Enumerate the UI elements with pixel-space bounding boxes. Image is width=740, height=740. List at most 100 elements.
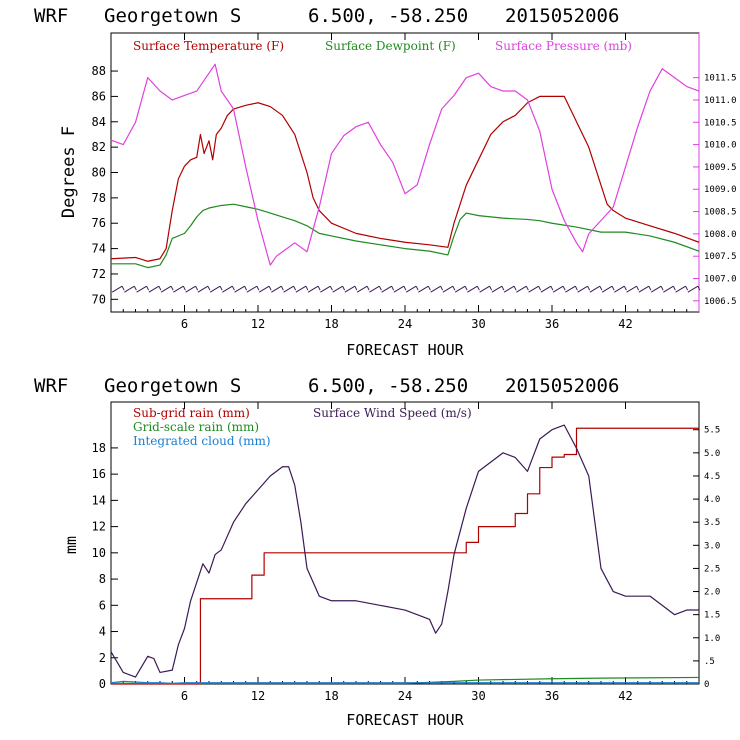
chart1-x-tick-label: 18 [324, 317, 338, 331]
chart1-wind-barb [369, 285, 380, 293]
chart2-series-grid-scale-rain-mm [111, 676, 700, 684]
chart1-wind-barb [467, 285, 478, 293]
chart1-y2-tick-label: 1010.0 [704, 141, 737, 151]
chart1-wind-barb [124, 285, 135, 293]
chart1-wind-barb [589, 285, 601, 293]
chart2-x-tick-label: 6 [181, 689, 188, 703]
chart2-y2-tick-label: .5 [704, 657, 715, 667]
chart1-wind-barb [565, 285, 576, 293]
chart1-wind-barb [173, 285, 184, 293]
chart2-title-station: Georgetown S [104, 375, 241, 397]
chart1-wind-barb [344, 285, 356, 293]
chart2-y2-tick-label: 1.0 [704, 634, 720, 644]
chart1-wind-barb-flag [587, 285, 591, 291]
chart1-series-surface-pressure-mb [110, 63, 700, 266]
chart1-wind-barb-flag [574, 285, 578, 291]
chart1-wind-barb-flag [256, 285, 260, 291]
chart1-wind-barb-flag [427, 285, 431, 291]
chart1-wind-barb [601, 285, 613, 293]
chart2-x-tick-label: 24 [398, 689, 412, 703]
chart2-y2-tick-label: 3.0 [704, 541, 720, 551]
chart1-wind-barb-flag [697, 285, 701, 291]
chart1-wind-barb [332, 285, 343, 293]
chart2-y-tick-label: 8 [99, 572, 106, 586]
chart1-wind-barb-flag [378, 285, 382, 291]
chart1-wind-barb-flag [293, 285, 297, 291]
chart2-legend-cloud: Integrated cloud (mm) [133, 434, 271, 448]
chart1-wind-barb [479, 285, 490, 293]
chart1-wind-barb [454, 285, 466, 293]
chart2-y2-tick-label: 4.5 [704, 472, 720, 482]
chart1-wind-barb [552, 285, 564, 293]
chart2-y2-tick-label: 2.0 [704, 588, 720, 598]
chart1-wind-barb-flag [562, 285, 566, 291]
chart1-legend-dewpoint: Surface Dewpoint (F) [325, 39, 456, 53]
chart1-y2-tick-label: 1011.0 [704, 96, 737, 106]
chart2-y-tick-label: 18 [92, 441, 106, 455]
chart2-y-tick-label: 16 [92, 467, 106, 481]
chart1-wind-barb-flag [391, 285, 395, 291]
chart1-x-tick-label: 6 [181, 317, 188, 331]
chart1-wind-barb [307, 285, 319, 293]
chart2-y-tick-label: 6 [99, 598, 106, 612]
chart1-y-tick-label: 74 [92, 242, 106, 256]
chart1-wind-barb [356, 285, 368, 293]
chart1-wind-barb [283, 285, 294, 293]
chart1-x-axis-label: FORECAST HOUR [346, 341, 464, 359]
chart1-x-tick-label: 36 [545, 317, 559, 331]
chart1-wind-barb-flag [403, 285, 407, 291]
chart2-title-coords: 6.500, -58.250 [308, 375, 468, 397]
chart1-wind-barb-flag [672, 285, 676, 291]
chart1-y2-tick-label: 1007.5 [704, 252, 737, 262]
chart1-y2-tick-label: 1008.0 [704, 230, 737, 240]
chart1-wind-barb-flag [476, 285, 480, 291]
chart1-wind-barb-flag [525, 285, 529, 291]
chart1-wind-barb [246, 285, 258, 293]
chart1-wind-barb [393, 285, 405, 293]
chart1-wind-barb-flag [599, 285, 603, 291]
chart2-x-tick-label: 12 [251, 689, 265, 703]
chart1-wind-barb-flag [280, 285, 284, 291]
chart2-y-tick-label: 14 [92, 493, 106, 507]
chart1-wind-barb [111, 285, 123, 293]
chart1-wind-barb-flag [195, 285, 199, 291]
chart2-series-sub-grid-rain-mm [111, 427, 699, 685]
chart1-wind-barb-flag [489, 285, 493, 291]
chart2-y2-tick-label: 3.5 [704, 518, 720, 528]
chart1-y-tick-label: 70 [92, 292, 106, 306]
chart1-wind-barb [271, 285, 282, 293]
chart1-wind-barb [503, 285, 515, 293]
chart1-y2-tick-label: 1006.5 [704, 297, 737, 307]
chart1-wind-barb-flag [133, 285, 137, 291]
chart1-y-tick-label: 84 [92, 115, 106, 129]
chart2-x-tick-label: 42 [618, 689, 632, 703]
chart1-y2-tick-label: 1008.5 [704, 208, 737, 218]
chart1-y-tick-label: 88 [92, 64, 106, 78]
chart1-wind-barb [418, 285, 429, 293]
chart2-y-tick-label: 10 [92, 546, 106, 560]
chart1-y-tick-label: 82 [92, 140, 106, 154]
chart1-wind-barb [209, 285, 221, 293]
chart2-x-tick-label: 36 [545, 689, 559, 703]
chart1-title-coords: 6.500, -58.250 [308, 5, 468, 27]
chart1-wind-barb-flag [207, 285, 211, 291]
chart2-legend-subgrid-rain: Sub-grid rain (mm) [133, 406, 250, 420]
chart1-wind-barb [185, 285, 196, 293]
chart1-wind-barb-flag [146, 285, 150, 291]
chart1-wind-barb-flag [158, 285, 162, 291]
chart1-wind-barb-flag [305, 285, 309, 291]
chart1-wind-barb-flag [550, 285, 554, 291]
chart2-y-tick-label: 2 [99, 651, 106, 665]
chart1-wind-barb [222, 285, 233, 293]
chart1-y2-tick-label: 1007.0 [704, 275, 737, 285]
chart2-x-tick-label: 18 [324, 689, 338, 703]
chart1-wind-barb-flag [219, 285, 223, 291]
chart1-wind-barb [258, 285, 270, 293]
chart1-wind-barb-flag [366, 285, 370, 291]
chart1-wind-barb [160, 285, 172, 293]
chart1-plot-frame [110, 32, 700, 313]
chart1-title-model: WRF [34, 5, 68, 27]
chart1-x-tick-label: 24 [398, 317, 412, 331]
chart1-y2-tick-label: 1009.0 [704, 185, 737, 195]
